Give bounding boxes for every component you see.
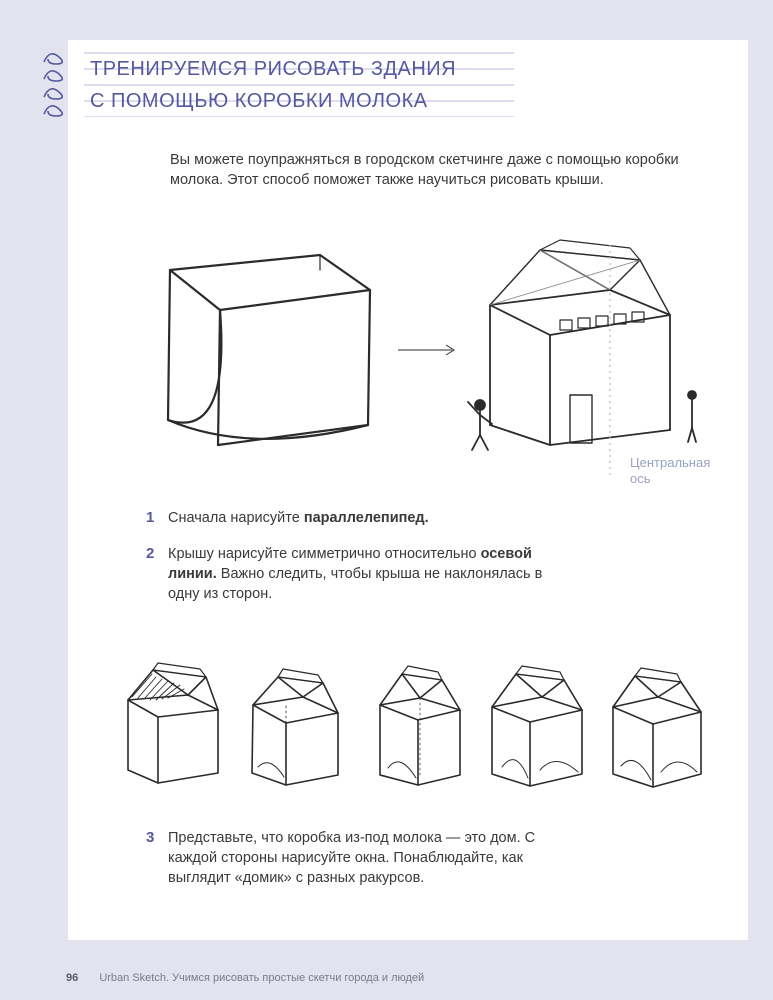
spiral-binding-icon	[42, 50, 70, 120]
page-footer: 96 Urban Sketch. Учимся рисовать простые…	[66, 972, 424, 984]
page-number: 96	[66, 972, 78, 984]
step-number: 3	[146, 828, 154, 848]
title-block: ТРЕНИРУЕМСЯ РИСОВАТЬ ЗДАНИЯ С ПОМОЩЬЮ КО…	[84, 51, 462, 119]
book-title: Urban Sketch. Учимся рисовать простые ск…	[99, 972, 424, 984]
step-2: 2 Крышу нарисуйте симметрично относитель…	[168, 544, 548, 604]
step-number: 2	[146, 544, 154, 564]
step-text: Крышу нарисуйте симметрично относитель­н…	[168, 546, 542, 602]
step-3: 3 Представьте, что коробка из-под молока…	[168, 828, 568, 888]
intro-paragraph: Вы можете поупражняться в городском скет…	[170, 150, 700, 190]
cube-building-illustration	[140, 210, 710, 480]
figure-cube-to-building: Центральнаяось	[140, 210, 710, 470]
page-title: ТРЕНИРУЕМСЯ РИСОВАТЬ ЗДАНИЯ С ПОМОЩЬЮ КО…	[84, 51, 462, 119]
step-text: Представьте, что коробка из-под молока —…	[168, 830, 535, 886]
step-text: Сначала нарисуйте параллелепипед.	[168, 510, 429, 526]
figure-carton-row	[118, 640, 718, 790]
axis-label: Центральнаяось	[630, 455, 710, 487]
step-number: 1	[146, 508, 154, 528]
carton-row-illustration	[118, 640, 718, 790]
title-band: ТРЕНИРУЕМСЯ РИСОВАТЬ ЗДАНИЯ С ПОМОЩЬЮ КО…	[42, 50, 522, 120]
title-line2: С ПОМОЩЬЮ КОРОБКИ МОЛОКА	[90, 85, 456, 117]
step-1: 1 Сначала нарисуйте параллелепипед.	[168, 508, 548, 528]
title-line1: ТРЕНИРУЕМСЯ РИСОВАТЬ ЗДАНИЯ	[90, 53, 456, 85]
